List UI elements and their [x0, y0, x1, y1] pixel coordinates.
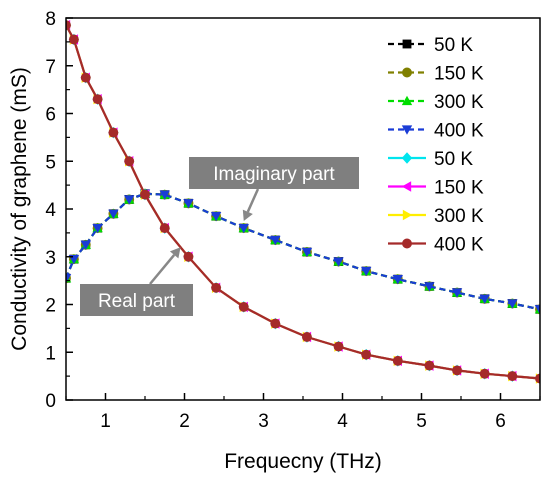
annotation-arrow [246, 188, 260, 213]
data-point [479, 294, 490, 304]
legend-label: 150 K [434, 64, 484, 85]
x-axis-title: Frequecny (THz) [224, 450, 382, 473]
series-imaginary-3 [66, 189, 540, 315]
data-point [183, 251, 194, 262]
annotation-box [189, 157, 359, 189]
data-point [392, 275, 403, 285]
data-point [479, 368, 490, 379]
annotation-arrowhead [169, 247, 181, 259]
x-tick-label: 4 [337, 411, 348, 432]
data-point [402, 209, 413, 221]
data-point [159, 223, 170, 234]
legend-label: 300 K [434, 92, 484, 113]
annotation-label: Imaginary part [213, 164, 335, 185]
y-tick-label: 6 [45, 105, 56, 126]
annotation-arrow [149, 254, 176, 285]
legend-item: 300 K [388, 206, 484, 227]
x-tick-label: 5 [416, 411, 427, 432]
data-point [361, 349, 372, 360]
y-tick-label: 1 [45, 343, 56, 364]
data-point [159, 190, 170, 200]
legend-label: 50 K [434, 35, 473, 56]
data-point [402, 67, 412, 78]
annotation-arrowhead [242, 209, 253, 221]
data-point [210, 212, 222, 222]
legend-label: 150 K [434, 178, 484, 199]
legend-item: 150 K [388, 64, 484, 85]
data-point [392, 355, 403, 366]
data-point [401, 152, 413, 164]
axis-ticks: 1 2 3 4 5 6 0 1 2 3 4 5 6 7 8 [45, 9, 541, 432]
data-point [66, 274, 72, 284]
data-point [333, 341, 344, 352]
legend-item: 400 K [388, 121, 484, 142]
y-axis-title: Conductivity of graphene (mS) [8, 67, 31, 351]
data-point [124, 195, 135, 205]
data-point [92, 94, 103, 105]
legend-item: 50 K [388, 149, 473, 170]
x-tick-label: 1 [100, 411, 111, 432]
data-point [80, 240, 91, 251]
y-tick-label: 0 [45, 391, 56, 412]
data-point [452, 365, 462, 376]
data-point [270, 318, 281, 329]
data-point [80, 72, 91, 83]
data-point [401, 125, 413, 135]
data-point [507, 299, 518, 309]
data-point [66, 20, 71, 31]
data-point [108, 209, 119, 219]
x-tick-label: 3 [258, 411, 269, 432]
legend-item: 50 K [388, 35, 473, 56]
data-point [140, 189, 150, 200]
legend-label: 50 K [434, 149, 473, 170]
legend-item: 400 K [388, 235, 484, 256]
annotation: Imaginary part [189, 157, 359, 221]
data-point [401, 95, 413, 106]
data-point [534, 305, 540, 315]
data-point [424, 360, 435, 371]
data-point [211, 282, 222, 293]
callouts: Imaginary part Real part [80, 157, 359, 316]
data-point [507, 371, 518, 382]
data-point [238, 301, 249, 312]
annotation-box [80, 284, 193, 316]
data-point [402, 39, 412, 49]
y-tick-label: 8 [45, 9, 56, 30]
data-point [333, 257, 344, 267]
series-real-7 [66, 20, 540, 384]
x-tick-label: 2 [179, 411, 190, 432]
data-point [238, 223, 249, 234]
data-point [401, 181, 412, 192]
legend-item: 300 K [388, 92, 484, 113]
legend-item: 150 K [388, 178, 484, 199]
data-point [451, 288, 463, 298]
annotation: Real part [80, 247, 193, 316]
data-point [108, 127, 119, 138]
y-tick-label: 2 [45, 296, 56, 317]
data-point [270, 235, 281, 246]
y-tick-label: 5 [45, 152, 56, 173]
data-point [301, 247, 313, 258]
data-point [183, 199, 194, 209]
data-point [402, 238, 412, 249]
data-point [124, 156, 135, 167]
data-point [424, 282, 435, 292]
data-point [302, 332, 312, 342]
data-point [535, 373, 540, 384]
x-tick-label: 6 [495, 411, 506, 432]
legend: 50 K 150 K 300 K 400 K 50 K 150 K 300 K 400 K [388, 35, 484, 256]
series-layer [66, 19, 540, 385]
legend-label: 300 K [434, 206, 484, 227]
y-tick-label: 4 [45, 200, 56, 221]
legend-label: 400 K [434, 235, 484, 256]
y-tick-label: 7 [45, 57, 56, 78]
data-point [92, 223, 103, 234]
legend-label: 400 K [434, 121, 484, 142]
y-tick-label: 3 [45, 248, 56, 269]
data-point [361, 266, 372, 277]
data-point [68, 34, 79, 45]
annotation-label: Real part [98, 291, 176, 312]
